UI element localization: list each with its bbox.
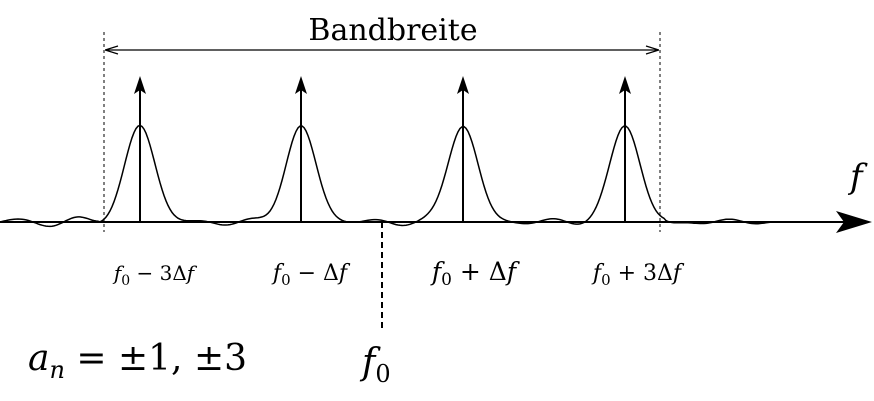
spectrum-curve <box>0 126 772 227</box>
carrier-label-1: f0 − 3Δf <box>112 261 198 289</box>
carrier-label-2: f0 − Δf <box>271 261 351 289</box>
carrier-impulse-4 <box>619 76 631 222</box>
carrier-impulse-2 <box>295 76 307 222</box>
carrier-label-4: f0 + 3Δf <box>591 261 685 289</box>
bandwidth-label: Bandbreite <box>308 13 477 48</box>
carrier-label-3: f0 + Δf <box>430 257 520 290</box>
carrier-impulse-1 <box>134 76 146 222</box>
frequency-axis-label: f <box>847 157 868 197</box>
carrier-impulse-3 <box>457 76 469 222</box>
center-frequency-label: f0 <box>359 342 391 388</box>
amplitude-label: an = ±1, ±3 <box>28 338 247 384</box>
